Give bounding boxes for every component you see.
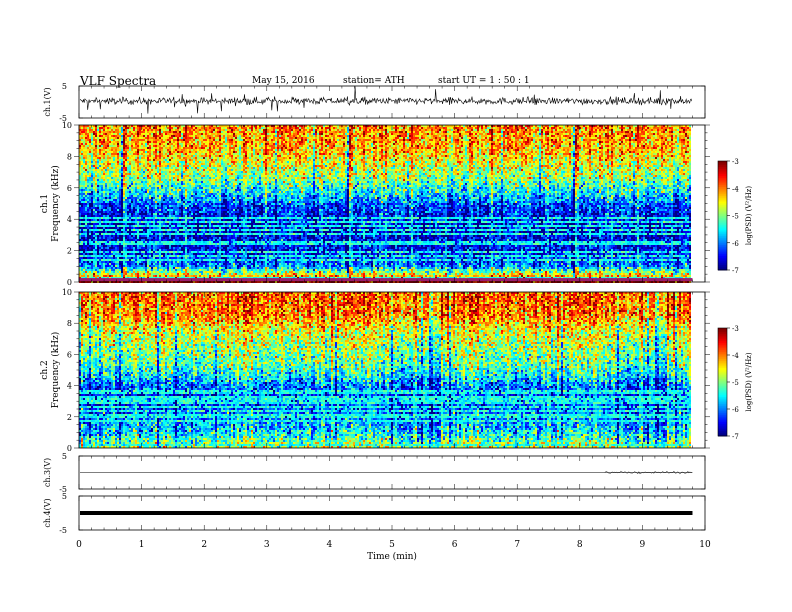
y-tick-label: 0 — [67, 444, 72, 453]
y-tick-label: 8 — [67, 319, 72, 328]
colorbar-2 — [718, 328, 730, 437]
y-axis-label: Frequency (kHz) — [50, 332, 61, 409]
x-tick-label: 8 — [577, 540, 583, 550]
y-axis-label: ch.3(V) — [43, 458, 52, 487]
channel-label: ch.1 — [40, 194, 50, 213]
spectrogram-2 — [79, 292, 691, 448]
y-tick-label: 6 — [67, 350, 72, 359]
colorbar-tick-label: -6 — [732, 406, 739, 414]
y-tick-label: 4 — [67, 215, 72, 224]
x-tick-label: 10 — [699, 540, 711, 550]
y-tick-label: 10 — [62, 288, 72, 297]
colorbar-tick-label: -4 — [732, 185, 739, 193]
panel-2 — [74, 125, 710, 283]
spectrogram-1 — [79, 125, 692, 283]
colorbar-tick-label: -7 — [732, 433, 739, 441]
y-tick-label: 4 — [67, 382, 72, 391]
y-tick-label: 0 — [67, 278, 72, 287]
y-tick-label: 10 — [62, 121, 72, 130]
colorbar-tick-label: -3 — [732, 158, 739, 166]
y-tick-label: -5 — [59, 526, 67, 535]
x-tick-label: 0 — [76, 540, 82, 550]
waveform-trace — [80, 511, 692, 515]
y-tick-label: 5 — [62, 82, 67, 91]
y-tick-label: 5 — [62, 452, 67, 461]
y-axis-label: ch.1(V) — [43, 87, 52, 116]
colorbar-label: log(PSD) (V²/Hz) — [745, 186, 753, 245]
panel-4 — [79, 456, 705, 489]
y-tick-label: 8 — [67, 152, 72, 161]
x-tick-label: 5 — [389, 540, 395, 550]
y-tick-label: 2 — [67, 413, 72, 422]
y-tick-label: 6 — [67, 184, 72, 193]
panel-3 — [74, 292, 710, 448]
x-tick-label: 2 — [201, 540, 207, 550]
x-tick-label: 7 — [514, 540, 520, 550]
colorbar-tick-label: -7 — [732, 267, 739, 275]
x-tick-label: 3 — [264, 540, 270, 550]
x-tick-label: 9 — [640, 540, 646, 550]
y-tick-label: 2 — [67, 247, 72, 256]
y-tick-label: 5 — [62, 492, 67, 501]
channel-label: ch.2 — [40, 360, 50, 379]
colorbar-tick-label: -3 — [732, 325, 739, 333]
x-tick-label: 4 — [327, 540, 333, 550]
colorbar-1 — [718, 161, 730, 271]
colorbar-tick-label: -5 — [732, 213, 739, 221]
x-tick-label: 6 — [452, 540, 458, 550]
low-frequency-line — [79, 278, 692, 281]
panel-5 — [79, 496, 705, 530]
y-axis-label: ch.4(V) — [43, 498, 52, 527]
colorbar-tick-label: -4 — [732, 352, 739, 360]
colorbar-label: log(PSD) (V²/Hz) — [745, 352, 753, 411]
x-tick-label: 1 — [139, 540, 145, 550]
panel-1 — [79, 86, 705, 118]
colorbar-tick-label: -5 — [732, 379, 739, 387]
x-axis-label: Time (min) — [367, 551, 417, 562]
colorbar-tick-label: -6 — [732, 240, 739, 248]
waveform-trace — [80, 87, 692, 114]
y-axis-label: Frequency (kHz) — [50, 165, 61, 242]
